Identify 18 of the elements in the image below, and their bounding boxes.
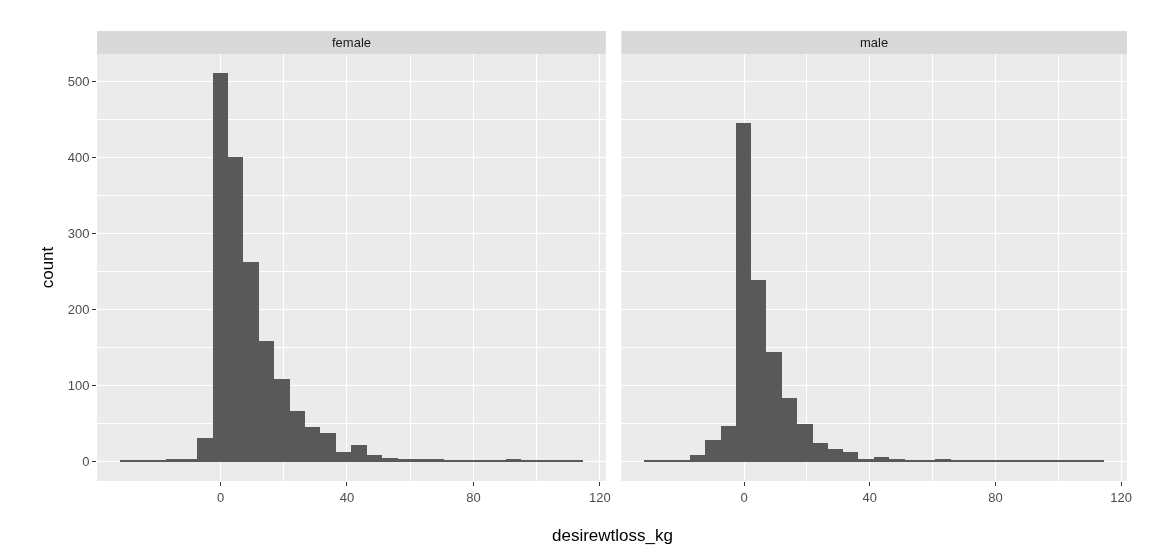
x-tick-label: 120 (1110, 489, 1132, 505)
y-tick-label: 400 (67, 149, 90, 165)
y-tick-label: 500 (67, 73, 90, 89)
chart-title: male (860, 35, 889, 50)
y-tick-label: 100 (67, 378, 90, 394)
x-tick-label: 40 (339, 489, 355, 505)
chart-title: female (332, 35, 372, 50)
x-tick-label: 0 (740, 489, 748, 505)
x-tick-label: 0 (216, 489, 225, 505)
x-axis-title: desirewtloss_kg (552, 526, 673, 545)
y-tick-label: 300 (67, 225, 90, 241)
x-tick-label: 80 (466, 489, 481, 505)
x-tick-label: 120 (588, 489, 611, 505)
y-tick-label: 0 (82, 454, 90, 470)
y-tick-label: 200 (67, 301, 90, 317)
y-axis-title: count (38, 246, 57, 289)
x-tick-label: 40 (862, 489, 877, 505)
x-tick-label: 80 (988, 489, 1003, 505)
